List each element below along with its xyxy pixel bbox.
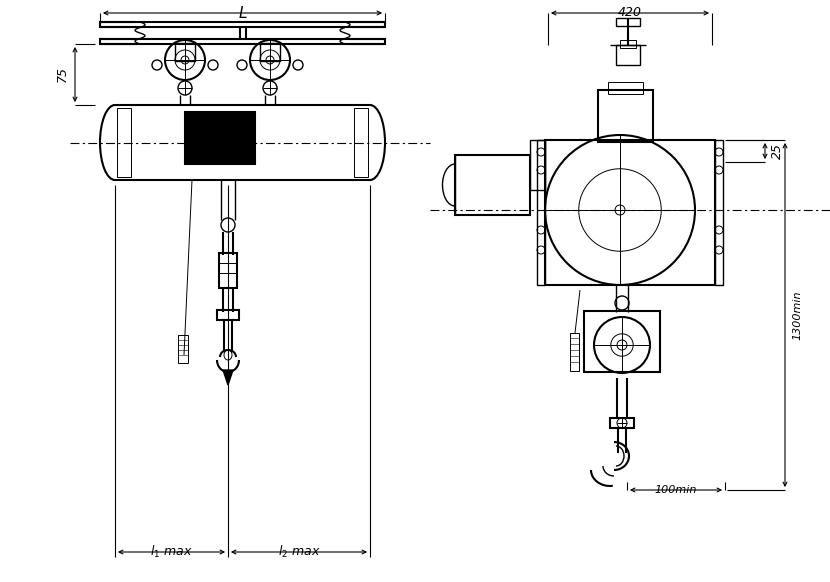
Bar — [545, 140, 715, 285]
Bar — [620, 40, 636, 48]
Text: 420: 420 — [618, 6, 642, 20]
Text: 100min: 100min — [655, 485, 697, 495]
Polygon shape — [223, 370, 233, 385]
Bar — [185, 112, 255, 164]
Bar — [455, 155, 530, 215]
Bar — [530, 140, 545, 190]
Text: L: L — [238, 5, 247, 20]
Bar — [608, 82, 643, 94]
Bar — [354, 108, 368, 177]
Text: $l_2$ max: $l_2$ max — [278, 544, 320, 560]
Bar — [219, 253, 237, 288]
Bar — [584, 311, 660, 372]
Bar — [100, 22, 385, 27]
Text: 1300min: 1300min — [792, 290, 802, 340]
Bar — [537, 140, 545, 285]
Bar — [260, 43, 280, 61]
Bar — [178, 335, 188, 363]
Bar — [100, 39, 385, 44]
Bar — [616, 18, 640, 26]
Bar — [217, 310, 239, 320]
Bar — [610, 418, 634, 428]
Text: 25: 25 — [770, 143, 784, 159]
Bar — [117, 108, 131, 177]
Bar — [715, 140, 723, 285]
Bar — [175, 43, 195, 61]
Bar — [616, 45, 640, 65]
Text: 75: 75 — [56, 66, 69, 83]
Text: $l_1$ max: $l_1$ max — [150, 544, 193, 560]
Bar — [570, 333, 579, 371]
Bar — [598, 90, 653, 142]
